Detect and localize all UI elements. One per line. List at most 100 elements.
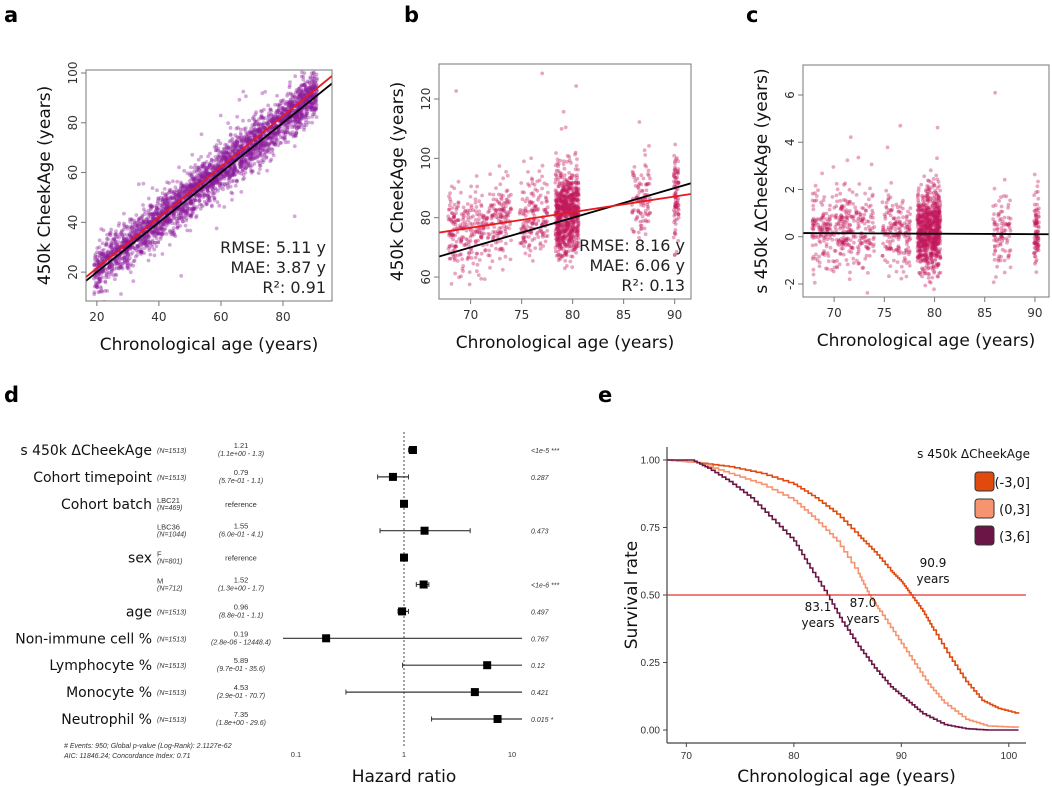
scatter-point	[105, 236, 109, 241]
scatter-point	[463, 220, 468, 225]
scatter-point	[847, 277, 852, 282]
scatter-point	[114, 229, 118, 234]
scatter-point	[253, 119, 257, 123]
scatter-point	[199, 177, 204, 182]
scatter-point	[241, 118, 245, 123]
scatter-point	[566, 249, 571, 254]
scatter-point	[530, 177, 534, 182]
scatter-point	[286, 140, 291, 144]
scatter-point	[214, 226, 219, 231]
scatter-point	[116, 244, 120, 249]
scatter-point	[92, 329, 96, 333]
scatter-point	[190, 207, 195, 211]
scatter-point	[180, 187, 185, 192]
scatter-point	[498, 231, 502, 235]
scatter-point	[636, 210, 641, 214]
y-tick-label: 60	[66, 165, 80, 180]
scatter-point	[261, 123, 266, 128]
scatter-point	[179, 210, 183, 215]
scatter-point	[471, 261, 476, 266]
scatter-point	[131, 279, 136, 283]
x-tick-label: 70	[463, 308, 478, 322]
scatter-point	[560, 187, 565, 192]
scatter-point	[171, 226, 176, 231]
scatter-point	[574, 238, 579, 243]
scatter-point	[172, 211, 176, 216]
scatter-point	[117, 255, 122, 260]
scatter-point	[535, 230, 540, 235]
x-tick-label: 90	[667, 308, 682, 322]
scatter-point	[126, 267, 131, 271]
scatter-point	[235, 138, 239, 143]
scatter-point	[479, 230, 484, 235]
scatter-point	[164, 194, 169, 198]
scatter-point	[492, 225, 497, 229]
scatter-point	[227, 175, 232, 180]
scatter-point	[290, 130, 295, 135]
metric-label: MAE: 6.06 y	[589, 256, 685, 275]
scatter-point	[256, 129, 260, 134]
scatter-point	[203, 192, 207, 197]
scatter-point	[184, 216, 189, 221]
scatter-point	[543, 208, 548, 212]
scatter-point	[576, 180, 581, 185]
scatter-point	[304, 87, 308, 92]
scatter-point	[114, 261, 119, 266]
scatter-point	[456, 201, 461, 205]
scatter-point	[501, 193, 505, 198]
scatter-point	[177, 165, 181, 170]
scatter-point	[540, 186, 544, 191]
scatter-point	[246, 137, 251, 142]
scatter-point	[487, 209, 492, 213]
scatter-point	[154, 244, 159, 249]
scatter-point	[156, 228, 161, 233]
scatter-point	[494, 215, 499, 220]
scatter-point	[164, 232, 169, 236]
scatter-point	[477, 217, 481, 222]
scatter-point	[259, 124, 263, 128]
scatter-point	[253, 132, 257, 137]
scatter-point	[170, 190, 174, 195]
scatter-point	[150, 230, 154, 235]
scatter-point	[101, 269, 106, 274]
scatter-point	[265, 148, 269, 153]
scatter-point	[632, 229, 636, 234]
scatter-point	[181, 215, 186, 220]
scatter-point	[258, 150, 262, 155]
scatter-point	[108, 233, 113, 238]
scatter-point	[120, 229, 124, 233]
scatter-point	[105, 232, 109, 237]
scatter-point	[292, 99, 296, 103]
scatter-point	[113, 277, 117, 282]
scatter-point	[139, 250, 144, 255]
scatter-point	[232, 146, 237, 151]
scatter-point	[474, 174, 479, 178]
scatter-point	[214, 143, 219, 147]
scatter-point	[212, 164, 217, 169]
scatter-point	[109, 243, 113, 247]
scatter-point	[129, 217, 134, 222]
scatter-point	[573, 150, 578, 155]
scatter-point	[575, 204, 579, 208]
scatter-point	[281, 109, 286, 114]
scatter-point	[261, 155, 265, 160]
scatter-point	[261, 160, 265, 165]
scatter-point	[313, 106, 318, 111]
scatter-point	[520, 241, 524, 246]
scatter-point	[501, 176, 505, 181]
scatter-point	[92, 292, 97, 297]
scatter-point	[254, 146, 258, 151]
scatter-point	[505, 212, 510, 217]
scatter-point	[136, 227, 141, 232]
scatter-point	[555, 161, 560, 165]
scatter-point	[486, 225, 490, 230]
scatter-point	[92, 290, 97, 295]
scatter-point	[247, 130, 251, 135]
scatter-point	[283, 132, 288, 137]
scatter-point	[154, 205, 159, 210]
scatter-point	[233, 183, 238, 188]
scatter-point	[292, 95, 297, 99]
scatter-point	[574, 163, 579, 168]
scatter-point	[218, 159, 223, 163]
scatter-point	[264, 141, 269, 146]
